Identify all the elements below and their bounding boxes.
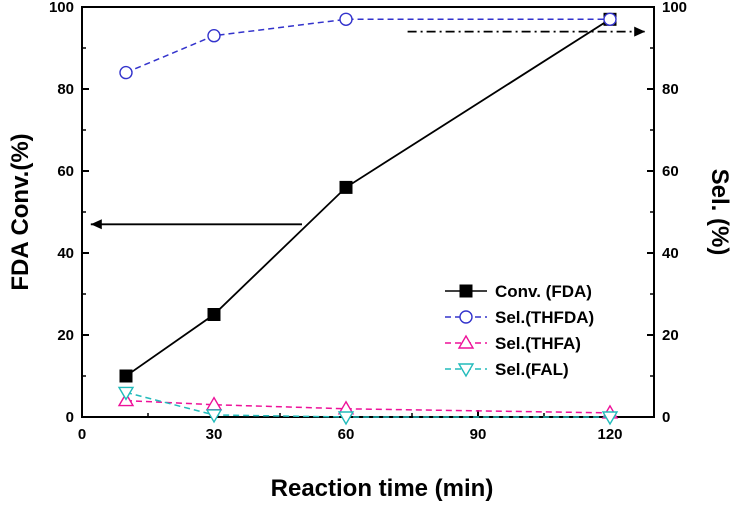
series-line-0 [125,18,611,377]
y-left-tick-label-100: 100 [49,0,74,16]
data-point-s3-0 [117,386,135,401]
series-line-3 [125,391,610,418]
legend-swatch-marker-1 [459,310,473,324]
legend: Conv. (FDA) Sel.(THFDA) Sel.(THFA) Sel.(FAL… [445,282,594,379]
tick-marks [81,6,654,418]
axis-arrows [90,26,646,230]
x-tick-label-120: 120 [597,426,622,443]
data-point-s0-2 [339,180,353,194]
series-1 [119,12,617,80]
data-point-s3-3 [601,411,619,426]
legend-swatch-marker-2 [457,334,475,349]
y-left-tick-label-0: 0 [66,409,74,426]
legend-item-1: Sel.(THFDA) [445,308,594,327]
x-tick-label-0: 0 [78,426,86,443]
y-left-tick-label-80: 80 [57,81,74,98]
y-right-tick-label-0: 0 [662,409,670,426]
series-line-2 [125,399,611,414]
data-point-s2-1 [205,396,223,411]
series-line-1 [125,18,610,74]
y-axis-title-right: Sel. (%) [706,169,733,256]
arrowhead-left [90,219,102,230]
data-point-s1-0 [119,65,133,80]
legend-item-3: Sel.(FAL) [445,360,569,379]
y-right-tick-label-60: 60 [662,163,679,180]
legend-label-3: Sel.(FAL) [495,360,569,379]
data-point-s3-1 [205,409,223,424]
series-3 [117,386,619,426]
data-point-s1-3 [603,12,617,26]
series-layer [117,12,619,426]
legend-item-2: Sel.(THFA) [445,334,581,353]
legend-item-0: Conv. (FDA) [445,282,592,301]
x-tick-label-90: 90 [470,426,487,443]
x-axis-title: Reaction time (min) [271,475,494,502]
legend-label-2: Sel.(THFA) [495,334,581,353]
y-left-tick-label-40: 40 [57,245,74,262]
x-tick-label-30: 30 [206,426,223,443]
y-right-tick-label-100: 100 [662,0,687,16]
x-tick-label-60: 60 [338,426,355,443]
y-left-tick-label-20: 20 [57,327,74,344]
legend-swatch-marker-0 [459,284,473,298]
y-left-tick-label-60: 60 [57,163,74,180]
series-2 [117,392,619,419]
data-point-s1-2 [339,12,353,26]
data-point-s0-0 [119,369,133,383]
y-axis-title-left: FDA Conv.(%) [7,133,34,290]
y-right-tick-label-40: 40 [662,245,679,262]
arrowhead-right [634,26,646,37]
legend-swatch-marker-3 [457,363,475,378]
plot-frame [81,6,655,418]
legend-label-0: Conv. (FDA) [495,282,592,301]
data-point-s3-2 [337,411,355,426]
y-right-tick-label-80: 80 [662,81,679,98]
data-point-s0-1 [207,308,221,321]
y-right-tick-label-20: 20 [662,327,679,344]
legend-label-1: Sel.(THFDA) [495,308,594,327]
data-point-s1-1 [207,29,221,43]
